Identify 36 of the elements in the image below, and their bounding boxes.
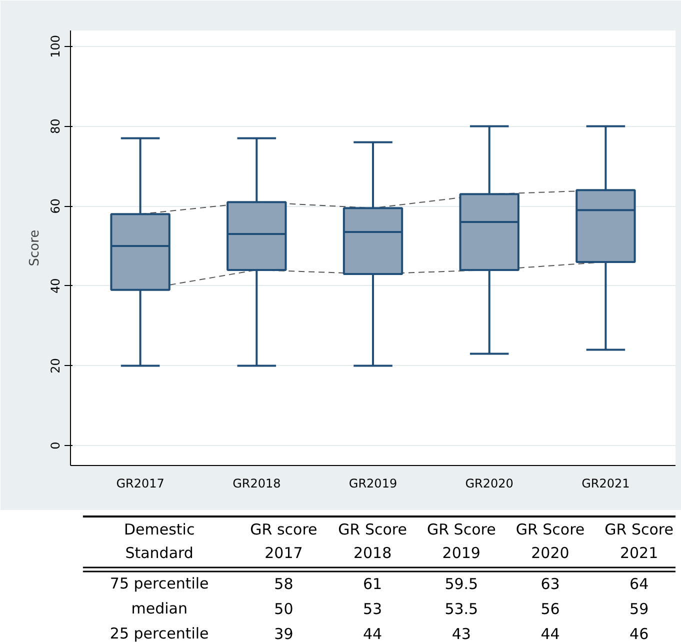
y-tick-label: 80 bbox=[48, 118, 62, 134]
text: GR score 2017 bbox=[250, 520, 318, 562]
text: 61 bbox=[363, 575, 382, 593]
text: 53 bbox=[363, 600, 382, 618]
text: 44 bbox=[363, 625, 382, 642]
text: 59.5 bbox=[444, 575, 478, 593]
text: 43 bbox=[452, 625, 471, 642]
text: GR Score 2019 bbox=[426, 520, 496, 562]
y-tick-label: 100 bbox=[48, 35, 62, 58]
text: Demestic Standard bbox=[124, 520, 195, 562]
y-tick-label: 60 bbox=[48, 198, 62, 214]
text: GR Score 2018 bbox=[338, 520, 407, 562]
text: GR Score 2020 bbox=[516, 520, 585, 562]
text: 25 percentile bbox=[110, 624, 209, 642]
text: 53.5 bbox=[444, 600, 478, 618]
x-tick-label: GR2019 bbox=[348, 476, 398, 490]
x-tick-label: GR2021 bbox=[582, 476, 630, 490]
x-tick-label: GR2017 bbox=[116, 476, 164, 490]
y-tick-label: 0 bbox=[48, 442, 62, 450]
y-tick-label: 40 bbox=[48, 278, 62, 294]
text: 59 bbox=[630, 600, 649, 618]
text: 44 bbox=[540, 625, 560, 642]
y-axis-title: Score bbox=[28, 230, 42, 266]
text: 50 bbox=[274, 600, 294, 618]
x-tick-label: GR2018 bbox=[232, 476, 281, 490]
text: 63 bbox=[540, 575, 560, 593]
y-tick-label: 20 bbox=[48, 358, 62, 374]
text: 64 bbox=[630, 575, 649, 593]
text: 56 bbox=[540, 600, 560, 618]
text: 46 bbox=[630, 625, 649, 642]
text: 58 bbox=[274, 575, 294, 593]
text: GR Score 2021 bbox=[604, 520, 674, 562]
text: 75 percentile bbox=[110, 574, 209, 592]
x-tick-label: GR2020 bbox=[465, 476, 514, 490]
text: median bbox=[131, 600, 188, 618]
text: 39 bbox=[274, 625, 294, 642]
